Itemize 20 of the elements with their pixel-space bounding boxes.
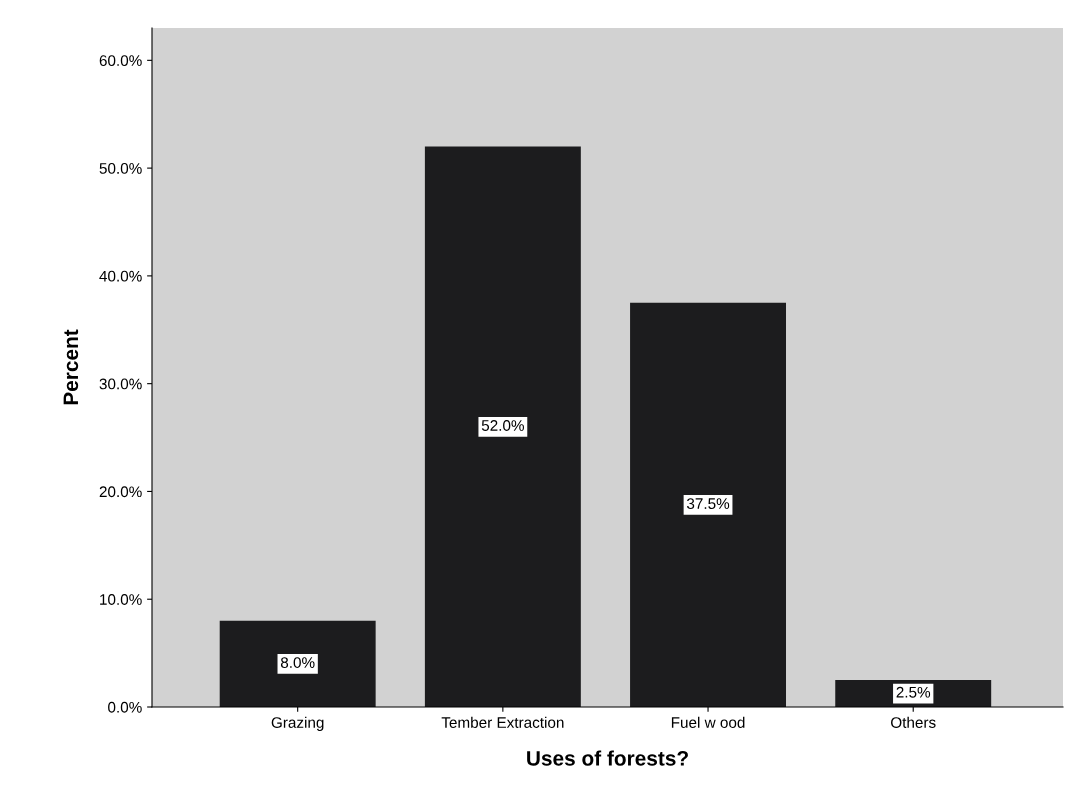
y-tick-label: 60.0% bbox=[99, 55, 142, 67]
data-label: 37.5% bbox=[686, 498, 730, 510]
data-label: 2.5% bbox=[896, 686, 931, 698]
bar bbox=[219, 620, 376, 707]
x-tick-label: Grazing bbox=[271, 716, 324, 731]
x-axis-title: Uses of forests? bbox=[527, 750, 688, 766]
data-label: 52.0% bbox=[481, 420, 524, 431]
y-tick-label: 20.0% bbox=[99, 486, 142, 498]
x-tick-label: Tember Extraction bbox=[441, 716, 564, 728]
y-tick-label: 50.0% bbox=[99, 162, 142, 174]
x-tick-label: Fuel w ood bbox=[671, 716, 745, 728]
y-axis-title: Percent bbox=[63, 329, 79, 405]
y-tick-label: 10.0% bbox=[100, 594, 142, 605]
y-tick-label: 40.0% bbox=[99, 270, 142, 282]
x-tick-label: Others bbox=[891, 716, 936, 728]
data-label: 8.0% bbox=[280, 657, 315, 668]
y-tick-label: 0.0% bbox=[108, 701, 142, 713]
bar bbox=[630, 302, 787, 707]
y-tick-label: 30.0% bbox=[99, 378, 142, 390]
bar bbox=[424, 146, 581, 707]
